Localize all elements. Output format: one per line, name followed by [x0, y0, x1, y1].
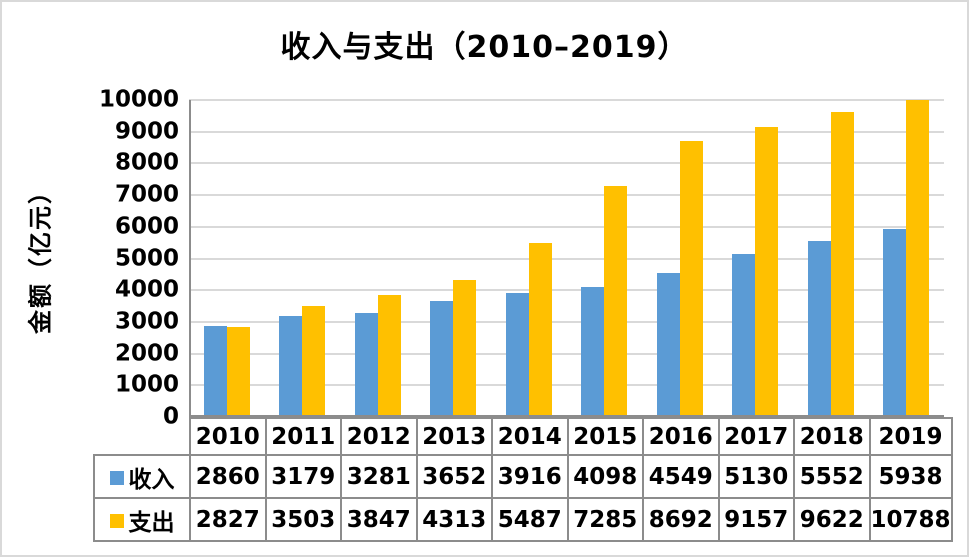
y-axis-tick-labels: 0 1000 2000 3000 4000 5000 6000 7000 8000 9000 100…	[2, 88, 179, 428]
bar-income-2013	[430, 301, 454, 417]
gridline	[189, 99, 944, 101]
bar-income-2016	[656, 272, 680, 417]
table-cell-income-2013: 3652	[415, 454, 493, 499]
gridline	[189, 257, 944, 260]
x-axis-label-2013: 2013	[415, 417, 493, 456]
legend-swatch-income	[109, 471, 124, 485]
gridline	[189, 384, 944, 387]
legend-label-expense: 支出	[128, 509, 175, 536]
y-tick-label: 4000	[114, 276, 179, 303]
x-axis-label-2010: 2010	[189, 417, 267, 456]
x-axis-label-2018: 2018	[793, 417, 871, 456]
x-axis-line	[189, 415, 944, 417]
x-axis-label-2012: 2012	[340, 417, 418, 456]
bar-income-2012	[354, 313, 378, 417]
y-tick-label: 6000	[114, 213, 179, 240]
bar-income-2014	[505, 292, 529, 417]
bar-income-2018	[807, 241, 831, 417]
bar-group-2014	[491, 100, 567, 417]
table-cell-income-2018: 5552	[793, 454, 871, 499]
table-cell-income-2012: 3281	[340, 454, 418, 499]
gridline	[189, 352, 944, 355]
table-cell-expense-2017: 9157	[717, 497, 795, 542]
bar-expense-2019	[906, 100, 930, 417]
x-axis-label-2016: 2016	[642, 417, 720, 456]
gridline	[189, 194, 944, 197]
table-cell-expense-2016: 8692	[642, 497, 720, 542]
chart-title: 收入与支出（2010–2019）	[280, 30, 689, 65]
bars-layer	[189, 100, 944, 417]
bar-group-2017	[718, 100, 794, 417]
bar-income-2011	[279, 316, 303, 417]
y-tick-label: 2000	[114, 340, 179, 367]
bar-group-2015	[567, 100, 643, 417]
bar-income-2015	[581, 287, 605, 417]
gridline	[189, 130, 944, 133]
x-axis-label-2014: 2014	[491, 417, 569, 456]
x-axis-label-2017: 2017	[717, 417, 795, 456]
legend-swatch-expense	[109, 514, 124, 528]
y-tick-label: 5000	[114, 245, 179, 271]
plot-area	[189, 99, 944, 417]
gridline	[189, 225, 944, 228]
table-cell-expense-2019: 10788	[868, 497, 953, 542]
bar-income-2017	[732, 254, 756, 417]
bar-expense-2012	[377, 295, 401, 417]
bar-group-2010	[189, 100, 265, 417]
bar-group-2011	[265, 100, 341, 417]
bar-group-2019	[869, 100, 945, 417]
y-axis-line	[189, 100, 191, 417]
gridline	[189, 320, 944, 323]
table-cell-expense-2010: 2827	[189, 497, 267, 542]
table-cell-expense-2012: 3847	[340, 497, 418, 542]
table-cell-expense-2015: 7285	[566, 497, 644, 542]
table-cell-income-2015: 4098	[566, 454, 644, 499]
bar-group-2013	[416, 100, 492, 417]
bar-expense-2015	[604, 186, 628, 417]
table-cell-income-2016: 4549	[642, 454, 720, 499]
table-row-expense: 支出 2827 3503 3847 4313 5487 7285 8692 9157 9622 10…	[93, 497, 953, 542]
bar-expense-2013	[453, 280, 477, 417]
legend-cell-income: 收入	[93, 454, 191, 499]
bar-expense-2017	[755, 126, 779, 417]
table-row-income: 收入 2860 3179 3281 3652 3916 4098 4549 5130 5552 59…	[93, 454, 953, 499]
legend-label-income: 收入	[128, 466, 175, 493]
x-axis-label-2011: 2011	[264, 417, 342, 456]
bar-group-2016	[642, 100, 718, 417]
table-cell-income-2019: 5938	[868, 454, 953, 499]
y-tick-label: 9000	[114, 118, 179, 145]
y-tick-label: 0	[162, 403, 179, 430]
x-axis-label-2019: 2019	[868, 417, 953, 456]
table-cell-income-2010: 2860	[189, 454, 267, 499]
bar-group-2018	[793, 100, 869, 417]
bar-expense-2018	[830, 111, 854, 417]
data-table: 2010 2011 2012 2013 2014 2015 2016 2017 2018 2019…	[93, 417, 953, 542]
table-cell-income-2011: 3179	[264, 454, 342, 499]
table-corner-cell	[94, 418, 190, 455]
x-axis-label-2015: 2015	[566, 417, 644, 456]
y-tick-label: 1000	[114, 371, 179, 398]
bar-expense-2016	[679, 141, 703, 417]
table-cell-expense-2013: 4313	[415, 497, 493, 542]
table-cell-expense-2018: 9622	[793, 497, 871, 542]
y-tick-label: 3000	[114, 308, 179, 335]
bar-income-2010	[203, 326, 227, 417]
bar-income-2019	[883, 228, 907, 417]
table-cell-income-2017: 5130	[717, 454, 795, 499]
bar-expense-2014	[528, 243, 552, 417]
gridline	[189, 162, 944, 165]
gridline	[189, 289, 944, 292]
y-tick-label: 8000	[114, 149, 179, 176]
bar-expense-2011	[302, 305, 326, 417]
table-cell-expense-2014: 5487	[491, 497, 569, 542]
y-tick-label: 10000	[98, 86, 179, 113]
legend-cell-expense: 支出	[93, 497, 191, 542]
y-tick-label: 7000	[114, 181, 179, 208]
bar-group-2012	[340, 100, 416, 417]
bar-expense-2010	[226, 327, 250, 417]
table-cell-expense-2011: 3503	[264, 497, 342, 542]
table-cell-income-2014: 3916	[491, 454, 569, 499]
